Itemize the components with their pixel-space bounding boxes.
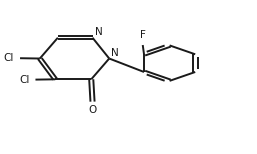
Text: Cl: Cl xyxy=(4,53,14,63)
Text: O: O xyxy=(88,105,97,116)
Text: N: N xyxy=(111,48,119,58)
Text: N: N xyxy=(95,27,102,37)
Text: F: F xyxy=(140,30,146,40)
Text: Cl: Cl xyxy=(19,75,30,85)
